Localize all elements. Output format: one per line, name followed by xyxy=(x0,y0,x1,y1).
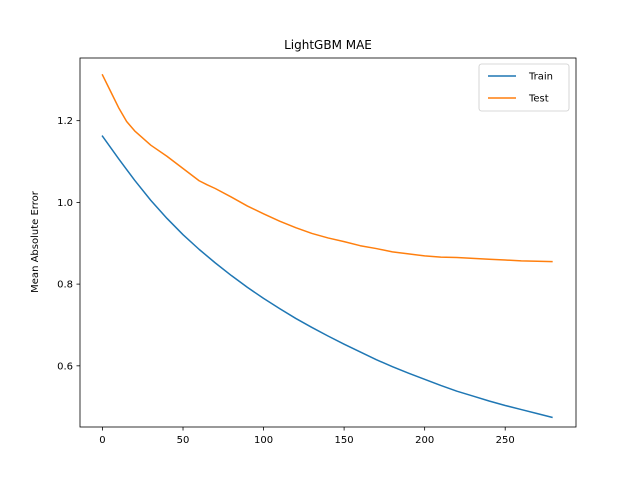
x-tick-label: 50 xyxy=(177,435,190,446)
axes-frame xyxy=(79,57,577,428)
legend: Train Test xyxy=(478,63,570,112)
y-axis-title: Mean Absolute Error xyxy=(30,190,41,293)
chart-title: LightGBM MAE xyxy=(284,38,372,52)
y-tick-label: 0.8 xyxy=(57,280,73,291)
y-tick-label: 1.0 xyxy=(57,198,73,209)
x-tick-label: 150 xyxy=(335,435,354,446)
x-tick-label: 0 xyxy=(99,435,105,446)
plot-area: 0 50 100 150 200 250 0.6 0.8 1.0 1.2 xyxy=(57,57,577,446)
x-tick-label: 250 xyxy=(496,435,515,446)
y-tick-label: 0.6 xyxy=(57,361,73,372)
series-line-test xyxy=(101,73,553,263)
legend-box xyxy=(478,63,570,112)
x-tick-label: 100 xyxy=(254,435,273,446)
y-tick-label: 1.2 xyxy=(57,116,73,127)
x-tick-label: 200 xyxy=(415,435,434,446)
series-line-train xyxy=(101,135,553,419)
legend-label-train: Train xyxy=(528,72,553,83)
legend-label-test: Test xyxy=(528,94,549,105)
